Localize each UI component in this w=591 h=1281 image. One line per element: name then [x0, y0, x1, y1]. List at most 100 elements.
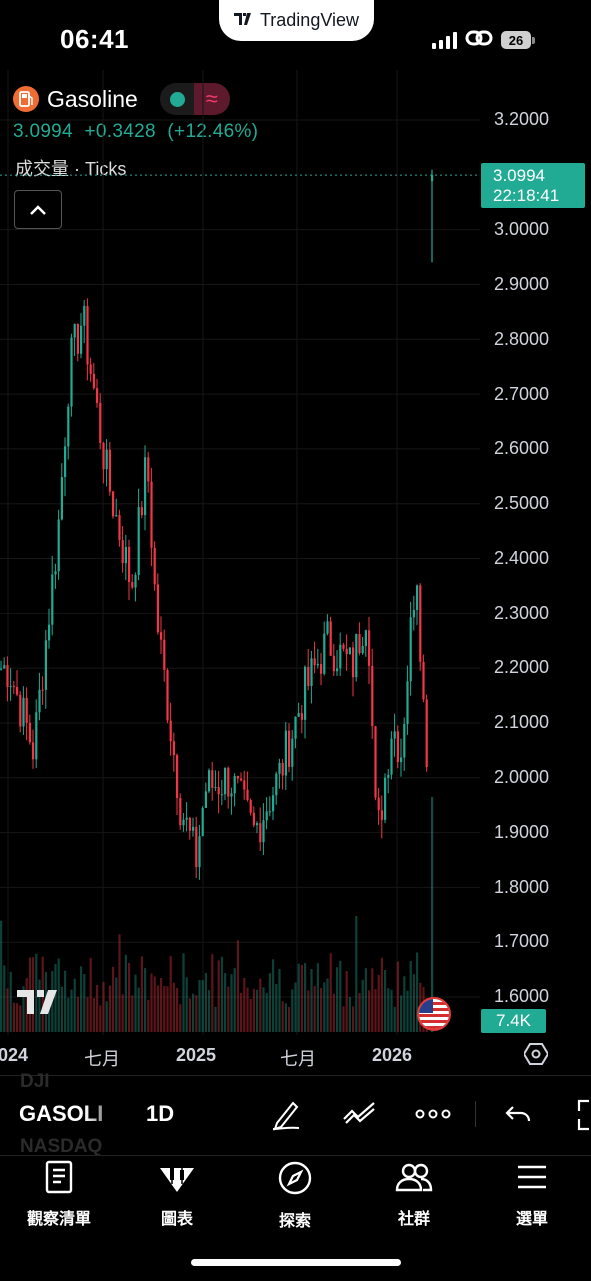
toolbar-divider — [475, 1101, 476, 1127]
drawing-tools-icon[interactable] — [271, 1097, 303, 1136]
volume-indicator-label[interactable]: 成交量 · Ticks — [15, 159, 127, 179]
volume-bar — [307, 990, 310, 1032]
volume-bar — [268, 973, 271, 1032]
nav-explore[interactable]: 探索 — [245, 1160, 345, 1231]
candle-body — [150, 481, 153, 548]
candle-body — [256, 823, 259, 826]
tradingview-pill[interactable]: TradingView — [219, 0, 374, 41]
candle-body — [259, 823, 262, 843]
volume-bar — [16, 1003, 19, 1032]
volume-bar — [76, 996, 79, 1032]
interval-selector-button[interactable]: 1D — [146, 1101, 175, 1126]
home-indicator[interactable] — [191, 1259, 401, 1266]
candle-body — [316, 663, 319, 666]
candle-body — [121, 540, 124, 564]
candle-body — [172, 741, 175, 756]
candle-body — [96, 388, 99, 403]
time-axis-label: 024 — [0, 1045, 29, 1065]
volume-bar — [403, 976, 406, 1032]
candle-body — [431, 175, 434, 182]
candle-body — [313, 658, 316, 666]
volume-bar — [67, 997, 70, 1032]
symbol-fade — [85, 1095, 125, 1135]
volume-bar — [252, 988, 255, 1032]
candle-body — [169, 720, 172, 742]
price-axis-label: 2.0000 — [494, 767, 550, 787]
fullscreen-icon[interactable] — [575, 1099, 591, 1136]
candle-body — [358, 634, 361, 654]
volume-bar — [262, 987, 265, 1032]
candle-body — [137, 507, 140, 575]
time-axis-label: 七月 — [84, 1049, 120, 1069]
volume-bar — [102, 981, 105, 1032]
us-flag-icon[interactable] — [417, 997, 451, 1031]
candle-body — [70, 337, 73, 407]
symbol-header[interactable]: Gasoline ≈ — [13, 83, 230, 115]
link-icon — [465, 28, 493, 53]
candle-body — [201, 807, 204, 837]
volume-bar — [70, 989, 73, 1032]
candle-body — [380, 810, 383, 820]
candle-body — [355, 634, 358, 678]
volume-bar — [128, 962, 131, 1032]
candle-body — [406, 681, 409, 725]
nav-menu[interactable]: 選單 — [482, 1160, 582, 1229]
volume-bar — [240, 992, 243, 1032]
candle-body — [300, 713, 303, 720]
status-icons: 26 — [432, 30, 535, 50]
candle-body — [400, 757, 403, 763]
indicators-icon[interactable] — [342, 1097, 378, 1134]
price-chart[interactable] — [0, 70, 480, 1035]
candle-body — [230, 793, 233, 797]
volume-bar — [326, 978, 329, 1032]
volume-bar — [265, 993, 268, 1032]
candle-body — [124, 546, 127, 564]
candle-body — [422, 661, 425, 700]
candle-body — [409, 617, 412, 682]
cellular-signal-icon — [432, 31, 457, 49]
volume-bar — [361, 979, 364, 1032]
price-axis-label: 2.6000 — [494, 438, 550, 458]
volume-bar — [9, 971, 12, 1032]
volume-bar — [108, 985, 111, 1032]
volume-bar — [38, 979, 41, 1032]
volume-bar — [355, 915, 358, 1032]
nav-watchlist[interactable]: 觀察清單 — [9, 1160, 109, 1229]
undo-icon[interactable] — [505, 1103, 531, 1130]
volume-bar — [431, 797, 434, 1032]
collapse-indicators-button[interactable] — [14, 190, 62, 229]
candle-body — [364, 630, 367, 647]
bar-countdown: 22:18:41 — [493, 186, 560, 205]
volume-bar — [118, 934, 121, 1032]
volume-bar — [3, 965, 6, 1032]
candle-body — [384, 777, 387, 820]
volume-bar — [368, 990, 371, 1032]
candle-body — [32, 742, 35, 760]
volume-bar — [150, 973, 153, 1032]
chart-settings-icon[interactable] — [522, 1043, 550, 1070]
time-axis-label: 2026 — [372, 1045, 413, 1065]
volume-bar — [412, 974, 415, 1032]
nav-label: 觀察清單 — [26, 1211, 91, 1228]
candle-body — [240, 778, 243, 781]
candle-body — [310, 658, 313, 687]
market-status-pill[interactable]: ≈ — [159, 83, 230, 115]
candle-body — [76, 323, 79, 354]
candle-body — [246, 789, 249, 801]
candle-body — [323, 633, 326, 674]
nav-community[interactable]: 社群 — [364, 1160, 464, 1229]
nav-chart[interactable]: 圖表 — [127, 1160, 227, 1229]
volume-bar — [256, 989, 259, 1032]
volume-bar — [137, 987, 140, 1032]
candle-body — [179, 797, 182, 826]
candle-body — [115, 515, 118, 517]
volume-bar — [406, 990, 409, 1032]
volume-bar — [342, 1006, 345, 1032]
more-options-icon[interactable] — [415, 1107, 451, 1125]
volume-bar — [204, 972, 207, 1032]
volume-bar — [348, 996, 351, 1032]
volume-bar — [409, 961, 412, 1032]
volume-bar — [227, 986, 230, 1032]
candle-body — [25, 697, 28, 723]
chart-candles-icon — [160, 1164, 194, 1192]
